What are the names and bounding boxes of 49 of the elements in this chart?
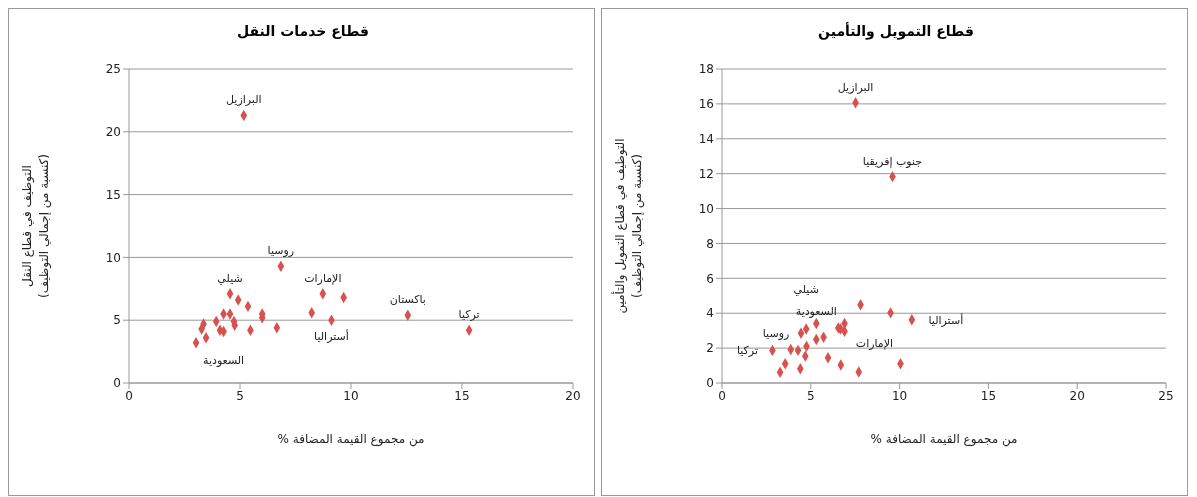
chart-title: قطاع التمويل والتأمين xyxy=(817,23,975,39)
x-tick-label: 0 xyxy=(125,388,133,403)
y-tick-label: 15 xyxy=(105,187,121,202)
y-tick-label: 10 xyxy=(105,250,121,265)
annotation: أستراليا xyxy=(314,329,349,344)
x-tick-label: 15 xyxy=(980,388,997,403)
annotation: السعودية xyxy=(203,353,245,367)
y-tick-label: 20 xyxy=(105,125,121,140)
annotation: روسيا xyxy=(267,244,295,258)
x-tick-label: 10 xyxy=(343,388,359,403)
chart-title: قطاع خدمات النقل xyxy=(236,23,370,39)
y-tick-label: 16 xyxy=(698,97,714,112)
y-tick-label: 10 xyxy=(698,201,714,216)
y-tick-label: 5 xyxy=(113,313,121,328)
x-tick-label: 10 xyxy=(891,388,908,403)
annotation: شيلي xyxy=(793,283,819,297)
annotation: أستراليا xyxy=(928,312,964,327)
y-tick-label: 25 xyxy=(105,62,121,77)
annotation: الإمارات xyxy=(855,337,894,351)
y-tick-label: 2 xyxy=(706,341,714,356)
y-axis-title: التوظيف في قطاع التمويل والتأمين (كنسبة من إجمالي التوظيف) xyxy=(611,138,645,314)
annotation: تركيا xyxy=(458,308,480,322)
annotation: روسيا xyxy=(762,327,790,341)
y-tick-label: 6 xyxy=(706,271,714,286)
y-tick-label: 0 xyxy=(113,376,121,391)
x-tick-label: 20 xyxy=(1069,388,1085,403)
annotation: البرازيل xyxy=(225,93,262,107)
x-axis-title: % من مجموع القيمة المضافة xyxy=(870,432,1018,447)
x-tick-label: 5 xyxy=(806,388,815,403)
annotation: البرازيل xyxy=(837,80,874,94)
annotation: باكستان xyxy=(389,293,426,307)
y-tick-label: 18 xyxy=(698,62,714,77)
x-tick-label: 5 xyxy=(236,388,244,403)
annotation: السعودية xyxy=(795,305,837,319)
x-tick-label: 25 xyxy=(1158,388,1174,403)
y-tick-label: 12 xyxy=(698,166,714,181)
annotation: جنوب إفريقيا xyxy=(862,154,923,168)
y-tick-label: 4 xyxy=(706,306,714,321)
y-tick-label: 14 xyxy=(698,132,714,147)
annotation: شيلي xyxy=(217,271,243,285)
y-tick-label: 0 xyxy=(706,376,714,391)
annotation: الإمارات xyxy=(304,271,342,285)
annotation: تركيا xyxy=(736,344,758,358)
x-tick-label: 0 xyxy=(718,388,726,403)
y-tick-label: 8 xyxy=(706,236,714,251)
x-axis-title: % من مجموع القيمة المضافة xyxy=(277,432,425,447)
y-axis-title: التوظيف في قطاع النقل (كنسبة من إجمالي التوظيف) xyxy=(20,154,52,298)
x-tick-label: 20 xyxy=(565,388,581,403)
x-tick-label: 15 xyxy=(454,388,470,403)
